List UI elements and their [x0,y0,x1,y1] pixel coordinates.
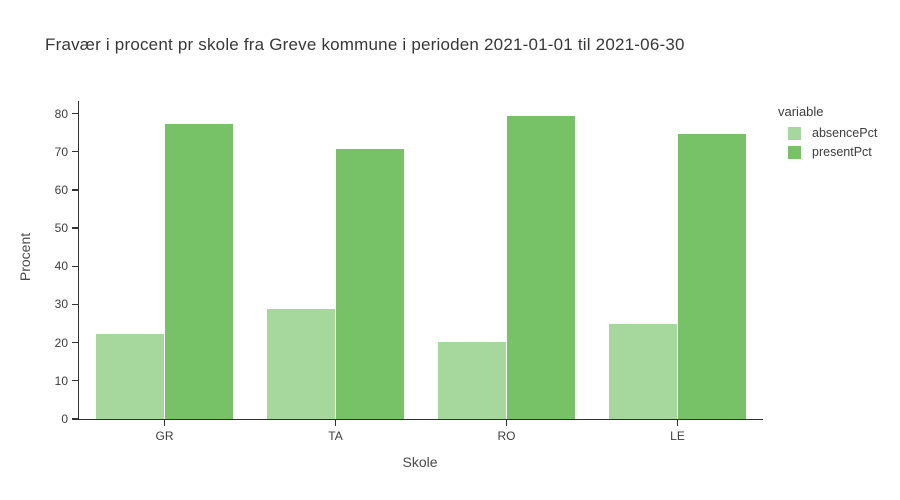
bar-presentPct-TA[interactable] [335,149,404,419]
y-tick-mark [72,418,78,420]
legend-swatch-absencePct [788,126,801,140]
y-tick-label: 0 [61,412,68,426]
y-tick-mark [72,265,78,267]
legend-title: variable [778,104,824,119]
x-tick-mark [334,420,337,426]
x-tick-mark [505,420,508,426]
x-tick-label-GR: GR [155,429,174,443]
legend: variable absencePct presentPct [778,104,877,164]
y-tick-mark [72,380,78,382]
y-tick-mark [72,189,78,191]
y-tick-label: 60 [54,182,68,197]
legend-item-label: presentPct [812,145,872,159]
y-tick-mark [72,342,78,344]
legend-item-presentPct[interactable]: presentPct [778,145,877,159]
x-tick-label-RO: RO [497,429,516,443]
y-tick-label: 40 [54,259,68,274]
legend-item-label: absencePct [812,126,878,140]
bar-absencePct-RO[interactable] [438,341,507,419]
legend-swatch-presentPct [788,145,801,159]
y-tick-label: 50 [54,221,68,236]
y-axis-title: Procent [17,232,33,282]
y-tick-mark [72,151,78,153]
x-tick-label-LE: LE [670,429,685,443]
y-tick-label: 30 [54,297,68,312]
bar-presentPct-LE[interactable] [677,133,746,419]
y-tick-label: 70 [54,144,68,159]
y-tick-label: 80 [54,106,68,121]
y-tick-mark [72,303,78,306]
bar-absencePct-LE[interactable] [609,323,678,419]
bar-presentPct-GR[interactable] [164,124,233,419]
bar-absencePct-GR[interactable] [96,333,165,419]
legend-items: absencePct presentPct [778,126,877,159]
chart-title: Fravær i procent pr skole fra Greve komm… [45,35,685,54]
bar-absencePct-TA[interactable] [267,308,336,419]
x-tick-mark [163,420,166,426]
y-tick-label: 20 [54,335,68,350]
x-axis-title: Skole [402,454,438,470]
x-tick-label-TA: TA [328,429,343,443]
y-tick-label: 10 [54,373,68,388]
bar-presentPct-RO[interactable] [506,116,575,419]
x-tick-mark [676,420,679,426]
y-tick-mark [72,112,78,115]
legend-item-absencePct[interactable]: absencePct [778,126,877,140]
y-tick-mark [72,227,78,229]
plot-area[interactable]: 0 10 20 30 40 50 60 70 80 GR TA RO LE [55,101,763,443]
